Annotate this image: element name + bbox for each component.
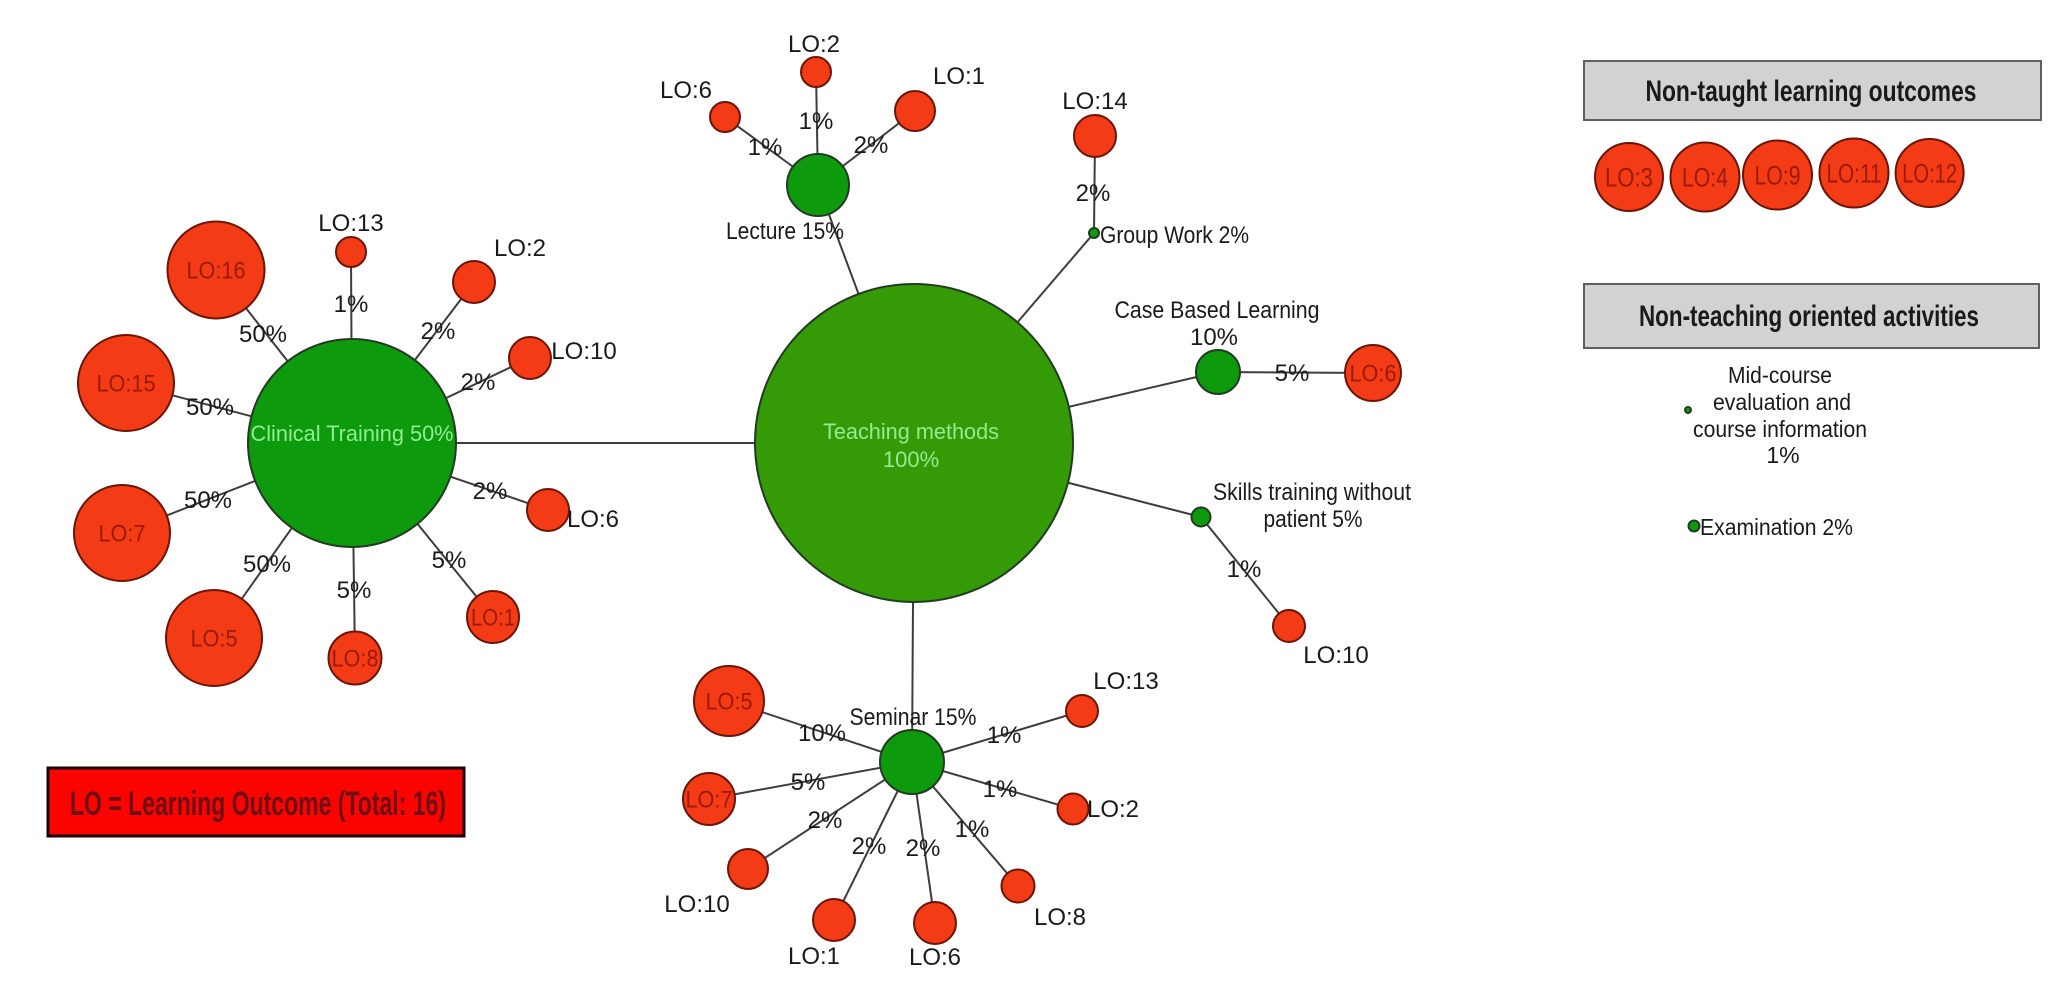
svg-text:Clinical Training 50%: Clinical Training 50% bbox=[251, 421, 454, 446]
svg-text:Seminar 15%: Seminar 15% bbox=[850, 704, 977, 731]
svg-text:5%: 5% bbox=[1275, 360, 1310, 387]
svg-text:Teaching methods: Teaching methods bbox=[823, 419, 999, 444]
svg-text:2%: 2% bbox=[473, 478, 508, 505]
svg-text:LO:6: LO:6 bbox=[909, 944, 961, 971]
svg-text:Mid-course: Mid-course bbox=[1728, 362, 1832, 388]
svg-text:LO:8: LO:8 bbox=[1034, 904, 1086, 931]
svg-text:LO:4: LO:4 bbox=[1682, 162, 1728, 192]
svg-text:100%: 100% bbox=[883, 447, 939, 472]
svg-text:course information: course information bbox=[1693, 416, 1867, 442]
svg-text:LO:5: LO:5 bbox=[706, 688, 753, 715]
svg-text:LO:1: LO:1 bbox=[788, 943, 840, 970]
svg-text:LO:7: LO:7 bbox=[99, 520, 146, 547]
svg-text:LO:13: LO:13 bbox=[1093, 668, 1158, 695]
svg-text:5%: 5% bbox=[337, 577, 372, 604]
svg-text:2%: 2% bbox=[854, 132, 889, 159]
svg-text:Lecture 15%: Lecture 15% bbox=[726, 218, 844, 245]
svg-text:LO:16: LO:16 bbox=[187, 257, 246, 284]
svg-text:LO:10: LO:10 bbox=[1303, 642, 1368, 669]
svg-text:Group Work 2%: Group Work 2% bbox=[1100, 222, 1249, 249]
svg-text:LO:14: LO:14 bbox=[1062, 88, 1127, 115]
svg-text:5%: 5% bbox=[791, 769, 826, 796]
svg-text:LO = Learning Outcome (Total:: LO = Learning Outcome (Total: 16) bbox=[70, 785, 446, 823]
svg-text:1%: 1% bbox=[1227, 556, 1262, 583]
svg-text:LO:2: LO:2 bbox=[788, 31, 840, 58]
svg-text:1%: 1% bbox=[987, 722, 1022, 749]
svg-text:50%: 50% bbox=[186, 394, 234, 421]
svg-text:Case Based Learning: Case Based Learning bbox=[1115, 297, 1320, 324]
svg-text:LO:13: LO:13 bbox=[318, 210, 383, 237]
svg-text:LO:6: LO:6 bbox=[660, 77, 712, 104]
svg-text:1%: 1% bbox=[334, 291, 369, 318]
svg-text:LO:15: LO:15 bbox=[97, 370, 156, 397]
svg-text:LO:11: LO:11 bbox=[1827, 158, 1882, 188]
svg-text:5%: 5% bbox=[432, 547, 467, 574]
svg-text:LO:6: LO:6 bbox=[1350, 360, 1397, 387]
svg-text:LO:9: LO:9 bbox=[1755, 160, 1801, 190]
svg-text:2%: 2% bbox=[852, 833, 887, 860]
svg-text:patient 5%: patient 5% bbox=[1264, 506, 1363, 533]
svg-text:LO:1: LO:1 bbox=[471, 604, 515, 631]
svg-text:LO:10: LO:10 bbox=[664, 891, 729, 918]
svg-text:1%: 1% bbox=[748, 134, 783, 161]
svg-text:Non-taught learning outcomes: Non-taught learning outcomes bbox=[1646, 75, 1977, 108]
svg-text:LO:6: LO:6 bbox=[567, 506, 619, 533]
svg-text:LO:8: LO:8 bbox=[332, 645, 379, 672]
svg-text:LO:3: LO:3 bbox=[1605, 162, 1653, 192]
svg-text:LO:10: LO:10 bbox=[551, 338, 616, 365]
svg-text:10%: 10% bbox=[1190, 324, 1238, 351]
svg-text:1%: 1% bbox=[1766, 442, 1799, 468]
svg-text:LO:2: LO:2 bbox=[1087, 796, 1139, 823]
svg-text:LO:5: LO:5 bbox=[191, 625, 238, 652]
svg-text:2%: 2% bbox=[1076, 180, 1111, 207]
svg-text:LO:2: LO:2 bbox=[494, 235, 546, 262]
svg-text:Skills training without: Skills training without bbox=[1213, 479, 1411, 506]
svg-text:50%: 50% bbox=[184, 487, 232, 514]
svg-text:2%: 2% bbox=[906, 835, 941, 862]
svg-text:evaluation and: evaluation and bbox=[1713, 389, 1851, 415]
svg-text:Non-teaching oriented activiti: Non-teaching oriented activities bbox=[1639, 300, 1979, 333]
svg-text:2%: 2% bbox=[808, 807, 843, 834]
svg-text:2%: 2% bbox=[421, 318, 456, 345]
svg-text:50%: 50% bbox=[243, 551, 291, 578]
svg-text:2%: 2% bbox=[461, 369, 496, 396]
svg-text:LO:7: LO:7 bbox=[686, 786, 733, 813]
svg-text:Examination 2%: Examination 2% bbox=[1700, 514, 1853, 540]
svg-text:10%: 10% bbox=[798, 720, 846, 747]
svg-text:LO:12: LO:12 bbox=[1902, 158, 1957, 188]
svg-text:1%: 1% bbox=[983, 776, 1018, 803]
svg-text:LO:1: LO:1 bbox=[933, 63, 985, 90]
svg-text:50%: 50% bbox=[239, 321, 287, 348]
svg-text:1%: 1% bbox=[955, 816, 990, 843]
svg-text:1%: 1% bbox=[799, 108, 834, 135]
